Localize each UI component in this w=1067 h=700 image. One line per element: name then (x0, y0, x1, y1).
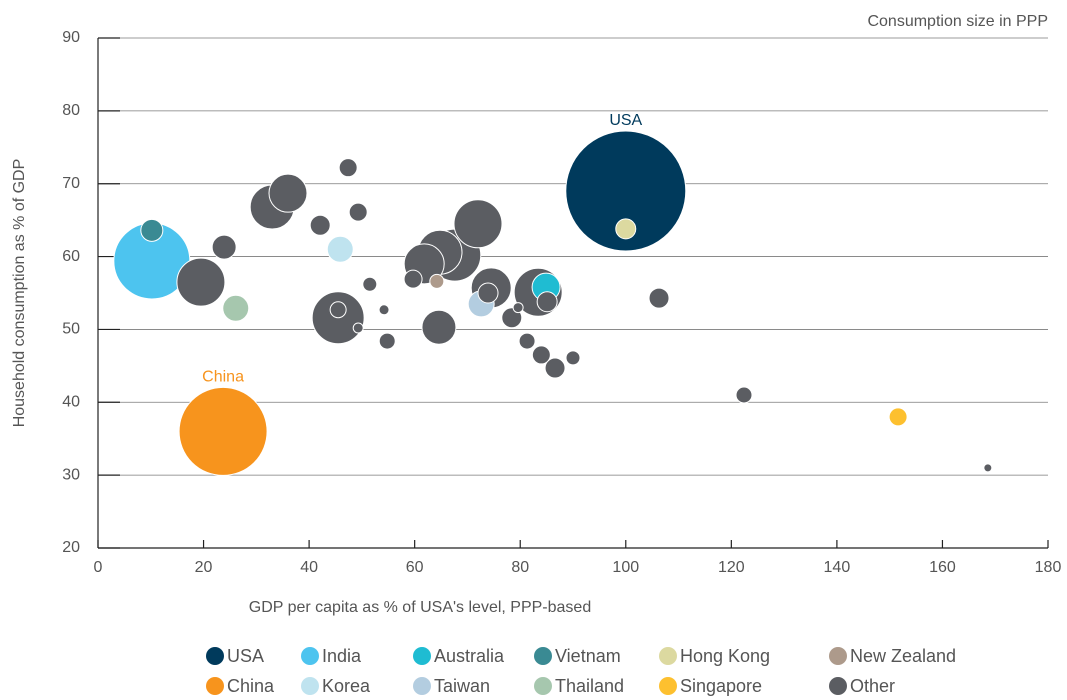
bubble (403, 269, 423, 289)
x-tick-label: 0 (94, 559, 103, 576)
legend-label: New Zealand (850, 646, 956, 666)
legend-swatch (413, 677, 431, 695)
y-tick-label: 20 (62, 539, 80, 556)
legend-swatch (829, 677, 847, 695)
x-tick-label: 140 (824, 559, 851, 576)
bubble (309, 214, 331, 236)
legend-swatch (534, 677, 552, 695)
legend-swatch (206, 647, 224, 665)
legend-label: India (322, 646, 362, 666)
x-tick-label: 40 (300, 559, 318, 576)
bubble (477, 282, 499, 304)
bubble (536, 291, 558, 313)
bubble (735, 386, 753, 404)
x-axis-title: GDP per capita as % of USA's level, PPP-… (249, 599, 591, 616)
bubble (140, 218, 164, 242)
legend-swatch (659, 677, 677, 695)
annotation: Consumption size in PPP (867, 13, 1048, 30)
bubble (531, 345, 551, 365)
x-tick-label: 80 (511, 559, 529, 576)
legend-label: Thailand (555, 676, 624, 696)
y-tick-label: 70 (62, 175, 80, 192)
legend-label: Australia (434, 646, 505, 666)
bubble (348, 202, 368, 222)
bubble (178, 386, 268, 476)
bubble (565, 130, 687, 252)
bubble (326, 235, 354, 263)
legend-label: USA (227, 646, 264, 666)
y-tick-label: 90 (62, 29, 80, 46)
bubble-label: USA (609, 112, 642, 129)
y-tick-label: 30 (62, 466, 80, 483)
bubble (421, 309, 457, 345)
bubble (615, 218, 637, 240)
y-tick-label: 50 (62, 321, 80, 338)
legend-label: Taiwan (434, 676, 490, 696)
bubble (378, 332, 396, 350)
legend-label: China (227, 676, 275, 696)
y-axis-title: Household consumption as % of GDP (11, 159, 28, 428)
x-tick-label: 120 (718, 559, 745, 576)
x-tick-label: 180 (1035, 559, 1062, 576)
y-tick-label: 80 (62, 102, 80, 119)
bubble (329, 301, 347, 319)
bubble (429, 273, 445, 289)
bubble (888, 407, 908, 427)
y-tick-label: 60 (62, 248, 80, 265)
x-tick-label: 60 (406, 559, 424, 576)
bubble (544, 357, 566, 379)
bubble (176, 257, 226, 307)
x-tick-label: 160 (929, 559, 956, 576)
bubble (565, 350, 581, 366)
legend-label: Hong Kong (680, 646, 770, 666)
bubble-label: China (202, 369, 244, 386)
legend-swatch (413, 647, 431, 665)
x-tick-label: 100 (612, 559, 639, 576)
legend-swatch (206, 677, 224, 695)
legend-swatch (829, 647, 847, 665)
bubble (211, 234, 237, 260)
legend-swatch (659, 647, 677, 665)
x-tick-label: 20 (195, 559, 213, 576)
bubble (362, 276, 378, 292)
bubble (378, 304, 390, 316)
legend-swatch (301, 647, 319, 665)
legend-label: Other (850, 676, 895, 696)
bubble (983, 463, 993, 473)
legend-label: Singapore (680, 676, 762, 696)
bubble (512, 302, 524, 314)
legend-swatch (534, 647, 552, 665)
bubble (352, 322, 364, 334)
bubble (268, 173, 308, 213)
legend-swatch (301, 677, 319, 695)
bubble (338, 158, 358, 178)
bubble (518, 332, 536, 350)
bubble (222, 294, 250, 322)
bubble (648, 287, 670, 309)
y-tick-label: 40 (62, 394, 80, 411)
legend-label: Korea (322, 676, 371, 696)
bubble (453, 199, 503, 249)
legend-label: Vietnam (555, 646, 621, 666)
